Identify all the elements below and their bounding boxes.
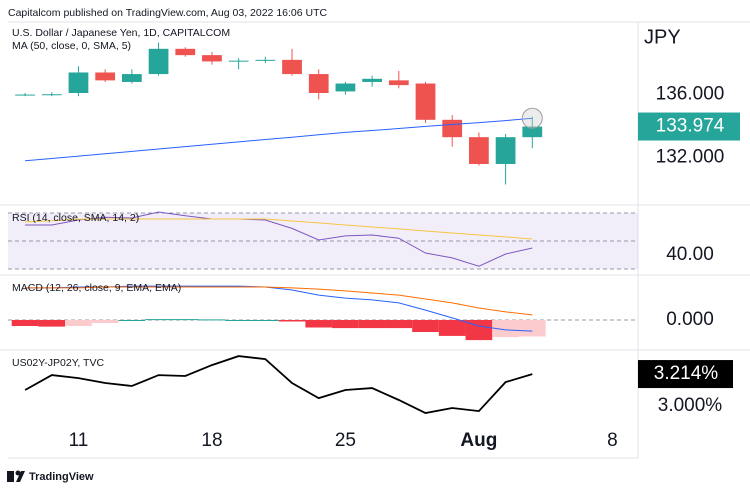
histogram-bar — [38, 320, 66, 327]
logo-part — [16, 471, 25, 482]
histogram-bar — [358, 320, 386, 329]
footer-logo — [7, 470, 25, 482]
last-value-box — [638, 360, 733, 389]
currency-label: JPY — [644, 26, 681, 48]
histogram-bar — [225, 320, 252, 321]
x-tick-label: Aug — [460, 430, 497, 451]
last-point-halo — [521, 107, 543, 129]
candle-body — [95, 72, 116, 81]
y-tick-label: 0.000 — [666, 309, 714, 330]
candle-body — [335, 83, 356, 92]
y-tick-label: 132.000 — [656, 147, 725, 168]
candle-body — [15, 94, 35, 96]
last-price-box — [638, 112, 740, 141]
candle-body — [282, 59, 302, 75]
candle-body — [442, 119, 463, 138]
candle-body — [308, 74, 329, 93]
candle-body — [255, 59, 276, 61]
histogram-bar — [438, 320, 466, 336]
candle-body — [202, 55, 222, 62]
published-note: Capitalcom published on TradingView.com,… — [8, 7, 328, 19]
pane — [15, 42, 543, 185]
logo-part — [15, 470, 21, 476]
candle-body — [121, 74, 142, 82]
histogram-bar — [412, 320, 439, 332]
candle-body — [388, 80, 409, 86]
candle-body — [148, 48, 169, 75]
histogram-bar — [11, 320, 39, 326]
last-price-label: 133.974 — [656, 116, 725, 137]
x-tick-label: 25 — [335, 430, 356, 451]
y-tick-label: 136.000 — [656, 84, 725, 105]
last-value-label: 3.214% — [654, 363, 719, 384]
footer-brand: TradingView — [29, 471, 94, 483]
series-line — [24, 355, 533, 414]
pane-title: US02Y-JP02Y, TVC — [12, 357, 104, 369]
candle-body — [415, 83, 436, 120]
candle-body — [469, 137, 489, 164]
candle-body — [522, 126, 543, 138]
y-tick-label: 3.000% — [658, 395, 723, 416]
pane-title: U.S. Dollar / Japanese Yen, 1D, CAPITALC… — [12, 27, 230, 39]
pane — [8, 285, 638, 341]
pane-title: RSI (14, close, SMA, 14, 2) — [12, 212, 139, 224]
logo-part — [7, 471, 14, 482]
histogram-bar — [251, 320, 279, 321]
histogram-bar — [518, 320, 546, 337]
histogram-bar — [492, 320, 519, 338]
x-tick-label: 11 — [69, 430, 89, 451]
pane — [24, 355, 533, 414]
histogram-bar — [385, 320, 413, 329]
histogram-bar — [118, 320, 146, 321]
candle-body — [362, 78, 382, 82]
histogram-bar — [171, 319, 199, 321]
histogram-bar — [65, 320, 92, 326]
histogram-bar — [145, 319, 172, 321]
overlay-title: MA (50, close, 0, SMA, 5) — [12, 40, 131, 52]
series-line — [25, 286, 533, 316]
histogram-bar — [198, 319, 226, 321]
series-line — [25, 218, 533, 240]
histogram-bar — [91, 320, 119, 323]
series-line — [25, 211, 533, 267]
histogram-bar — [305, 320, 333, 328]
ma-line — [25, 117, 533, 162]
candle-body — [68, 72, 89, 93]
candle-body — [495, 137, 516, 164]
y-tick-label: 40.00 — [666, 244, 714, 265]
histogram-bar — [332, 320, 359, 329]
histogram-bar — [465, 320, 493, 341]
candle-body — [228, 60, 249, 62]
x-tick-label: 18 — [201, 430, 222, 451]
x-tick-label: 8 — [607, 430, 618, 451]
pane-title: MACD (12, 26, close, 9, EMA, EMA) — [12, 282, 181, 294]
candle-body — [175, 48, 196, 56]
histogram-bar — [278, 320, 306, 322]
pane — [8, 211, 638, 270]
candle-body — [41, 94, 62, 96]
